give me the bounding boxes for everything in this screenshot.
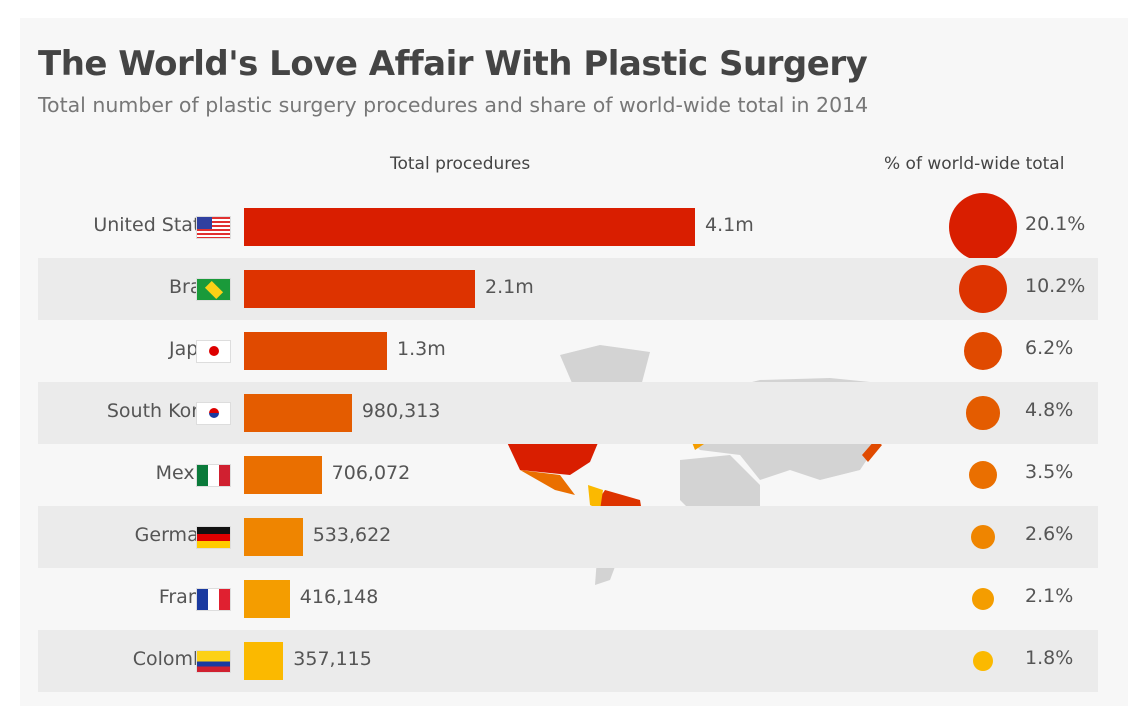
country-label: South Korea xyxy=(106,400,222,422)
map-mexico xyxy=(520,470,575,495)
bar xyxy=(244,580,290,618)
table-row: Japan 1.3m 6.2% xyxy=(38,320,1098,382)
map-colombia xyxy=(588,485,603,510)
table-row: United States 4.1m 20.1% xyxy=(38,192,1098,262)
table-row: South Korea 980,313 4.8% xyxy=(38,382,1098,444)
bar xyxy=(244,332,387,370)
value-label: 2.1m xyxy=(485,276,534,298)
flag-jp-icon xyxy=(196,340,231,363)
table-row: Germany 533,622 2.6% xyxy=(38,506,1098,568)
chart-title: The World's Love Affair With Plastic Sur… xyxy=(38,44,868,84)
table-row: France 416,148 2.1% xyxy=(38,568,1098,630)
value-label: 533,622 xyxy=(312,524,392,546)
table-row: Brazil 2.1m 10.2% xyxy=(38,258,1098,320)
flag-us-icon xyxy=(196,216,231,239)
share-label: 2.6% xyxy=(1025,523,1074,545)
share-label: 2.1% xyxy=(1025,585,1074,607)
share-circle xyxy=(948,192,1018,262)
bar xyxy=(244,518,303,556)
value-label: 416,148 xyxy=(299,586,379,608)
table-row: Mexico 706,072 3.5% xyxy=(38,444,1098,506)
bar xyxy=(244,394,352,432)
share-circle xyxy=(970,524,996,550)
value-label: 1.3m xyxy=(397,338,446,360)
share-label: 1.8% xyxy=(1025,647,1074,669)
value-label: 357,115 xyxy=(293,648,372,670)
share-label: 4.8% xyxy=(1025,399,1074,421)
value-label: 4.1m xyxy=(705,214,754,236)
bar xyxy=(244,270,475,308)
value-label: 706,072 xyxy=(331,462,411,484)
chart-subtitle: Total number of plastic surgery procedur… xyxy=(38,93,869,117)
flag-fr-icon xyxy=(196,588,231,611)
flag-co-icon xyxy=(196,650,231,673)
share-circle xyxy=(966,396,1000,430)
share-circle xyxy=(958,264,1008,314)
flag-mx-icon xyxy=(196,464,231,487)
flag-br-icon xyxy=(196,278,231,301)
bar xyxy=(244,456,322,494)
share-circle xyxy=(968,460,998,490)
bar xyxy=(244,208,695,246)
share-label: 20.1% xyxy=(1025,213,1086,235)
flag-kr-icon xyxy=(196,402,231,425)
share-label: 3.5% xyxy=(1025,461,1074,483)
share-label: 6.2% xyxy=(1025,337,1074,359)
bar xyxy=(244,642,284,680)
share-circle xyxy=(971,587,994,610)
country-label: United States xyxy=(93,214,222,236)
share-label: 10.2% xyxy=(1025,275,1086,297)
table-row: Colombia 357,115 1.8% xyxy=(38,630,1098,692)
map-usa xyxy=(505,438,600,475)
flag-de-icon xyxy=(196,526,231,549)
column-header-total: Total procedures xyxy=(390,154,531,174)
map-japan xyxy=(862,440,882,462)
share-circle xyxy=(964,332,1002,370)
value-label: 980,313 xyxy=(361,400,441,422)
column-header-share: % of world-wide total xyxy=(884,154,1065,174)
share-circle xyxy=(972,650,994,672)
